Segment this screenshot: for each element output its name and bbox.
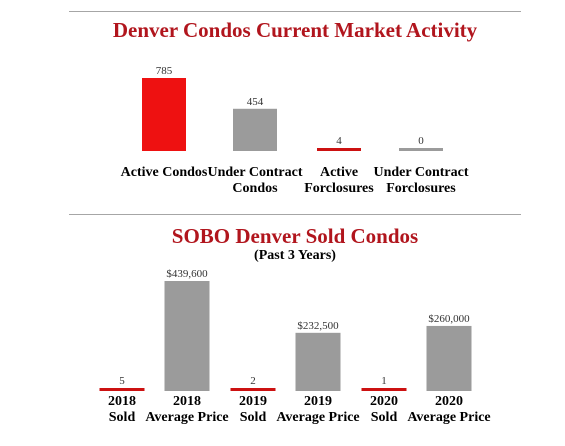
chart-2-bar-1 [164, 281, 210, 391]
chart-1-bar-1 [233, 108, 277, 151]
chart-2-bar-5 [426, 325, 472, 391]
chart-1-value-label-0: 785 [156, 65, 173, 77]
chart-2-value-label-2: 2 [250, 375, 256, 387]
chart-2-subtitle: (Past 3 Years) [254, 248, 336, 263]
chart-2-value-label-4: 1 [381, 375, 387, 387]
chart-2-category-label-1-1: Average Price [145, 410, 228, 425]
chart-1-value-label-1: 454 [247, 96, 264, 108]
chart-2-title: SOBO Denver Sold Condos [171, 224, 419, 248]
chart-1-value-label-2: 4 [336, 135, 342, 147]
chart-1-category-label-1-0: Under Contract [207, 165, 302, 180]
chart-2-category-label-5-1: Average Price [407, 410, 490, 425]
chart-1-title: Denver Condos Current Market Activity [112, 18, 478, 42]
chart-1-category-label-3-0: Under Contract [373, 165, 468, 180]
chart-2-category-label-4-1: Sold [371, 410, 398, 425]
top-divider [69, 11, 521, 12]
chart-1-category-label-3-1: Forclosures [386, 181, 456, 196]
middle-divider [69, 214, 521, 215]
chart-2-value-label-3: $232,500 [297, 320, 339, 332]
chart-2-value-label-0: 5 [119, 375, 125, 387]
chart-2-value-label-1: $439,600 [166, 268, 208, 280]
chart-2-value-label-5: $260,000 [428, 313, 470, 325]
chart-2-category-label-1-0: 2018 [173, 394, 201, 409]
chart-1-category-label-1-1: Condos [232, 181, 278, 196]
chart-2-category-label-2-0: 2019 [239, 394, 267, 409]
chart-2-bar-4 [361, 388, 407, 391]
chart-2-bar-0 [99, 388, 145, 391]
chart-2-category-label-0-0: 2018 [108, 394, 136, 409]
chart-2-category-label-3-1: Average Price [276, 410, 359, 425]
chart-2-category-label-2-1: Sold [240, 410, 267, 425]
chart-1-value-label-3: 0 [418, 135, 424, 147]
chart-2-category-label-4-0: 2020 [370, 394, 398, 409]
chart-2-category-label-5-0: 2020 [435, 394, 463, 409]
chart-2-category-label-0-1: Sold [109, 410, 136, 425]
chart-2-category-label-3-0: 2019 [304, 394, 332, 409]
chart-1-bar-3 [399, 148, 443, 151]
chart-1-bar-0 [142, 78, 186, 151]
chart-1-category-label-2-0: Active [320, 165, 358, 180]
chart-1-category-label-0-0: Active Condos [121, 165, 208, 180]
chart-2-bar-3 [295, 332, 341, 391]
chart-2-bar-2 [230, 388, 276, 391]
chart-1-bar-2 [317, 148, 361, 151]
chart-1-category-label-2-1: Forclosures [304, 181, 374, 196]
